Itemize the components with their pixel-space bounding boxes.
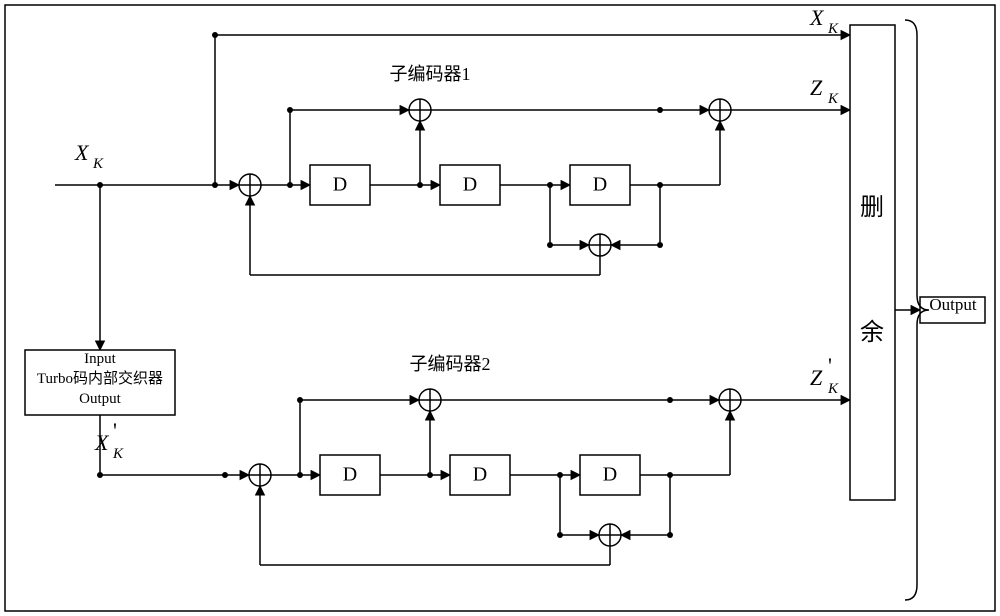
junction-4	[287, 107, 293, 113]
svg-text:K: K	[827, 381, 839, 397]
svg-text:K: K	[92, 156, 104, 172]
box-text-D1b: D	[463, 174, 477, 196]
outer-border	[5, 5, 995, 611]
junction-16	[557, 472, 563, 478]
label-intlv_mid: Turbo码内部交织器	[37, 369, 163, 387]
label-punct1: 删	[860, 195, 884, 221]
label-enc2: 子编码器2	[410, 354, 491, 374]
junction-14	[297, 397, 303, 403]
label-Z_K: ZK	[810, 75, 839, 107]
adder-A2_in	[249, 464, 271, 486]
box-text-D2b: D	[473, 464, 487, 486]
svg-text:K: K	[827, 91, 839, 107]
adder-A2_top	[419, 389, 441, 411]
adder-A1_out	[709, 99, 731, 121]
junction-18	[667, 472, 673, 478]
label-intlv_in: Input	[84, 351, 116, 367]
svg-text:Z: Z	[810, 365, 823, 390]
svg-text:': '	[113, 418, 117, 443]
junction-20	[667, 532, 673, 538]
junction-1	[212, 182, 218, 188]
box-D1c: D	[570, 165, 630, 205]
junction-0	[97, 182, 103, 188]
junction-7	[547, 242, 553, 248]
adder-A2_fb	[599, 524, 621, 546]
junction-8	[657, 182, 663, 188]
label-punct2: 余	[860, 319, 884, 346]
label-Xp_K: X' K	[94, 418, 124, 462]
label-X_K_out: XK	[809, 5, 839, 37]
adder-A1_in	[239, 174, 261, 196]
junction-3	[287, 182, 293, 188]
junction-12	[222, 472, 228, 478]
box-text-D2a: D	[343, 464, 357, 486]
label-output: Output	[929, 295, 977, 314]
svg-text:X: X	[809, 5, 825, 30]
label-enc1: 子编码器1	[390, 64, 471, 84]
label-X_K_in: XK	[74, 140, 104, 172]
diagram-canvas: DDDDDDXKXKZKX'KZ'K子编码器1子编码器2删余OutputInpu…	[0, 0, 1000, 616]
svg-text:X: X	[94, 430, 110, 455]
junction-13	[297, 472, 303, 478]
junction-6	[547, 182, 553, 188]
svg-text:X: X	[74, 140, 90, 165]
junction-15	[427, 472, 433, 478]
junction-11	[97, 472, 103, 478]
adder-A1_top	[409, 99, 431, 121]
adder-A2_out	[719, 389, 741, 411]
junction-19	[667, 397, 673, 403]
box-D2c: D	[580, 455, 640, 495]
junction-17	[557, 532, 563, 538]
junction-2	[212, 32, 218, 38]
junction-10	[657, 242, 663, 248]
label-Zp_K: Z' K	[810, 353, 839, 397]
svg-text:K: K	[827, 21, 839, 37]
label-intlv_out: Output	[79, 391, 122, 407]
svg-text:Z: Z	[810, 75, 823, 100]
box-D1a: D	[310, 165, 370, 205]
junction-5	[417, 182, 423, 188]
svg-text:K: K	[112, 446, 124, 462]
junction-9	[657, 107, 663, 113]
box-D2b: D	[450, 455, 510, 495]
adder-A1_fb	[589, 234, 611, 256]
svg-text:': '	[828, 353, 832, 378]
box-text-D1a: D	[333, 174, 347, 196]
box-D2a: D	[320, 455, 380, 495]
box-text-D1c: D	[593, 174, 607, 196]
box-D1b: D	[440, 165, 500, 205]
box-text-D2c: D	[603, 464, 617, 486]
box-punct	[850, 25, 895, 500]
